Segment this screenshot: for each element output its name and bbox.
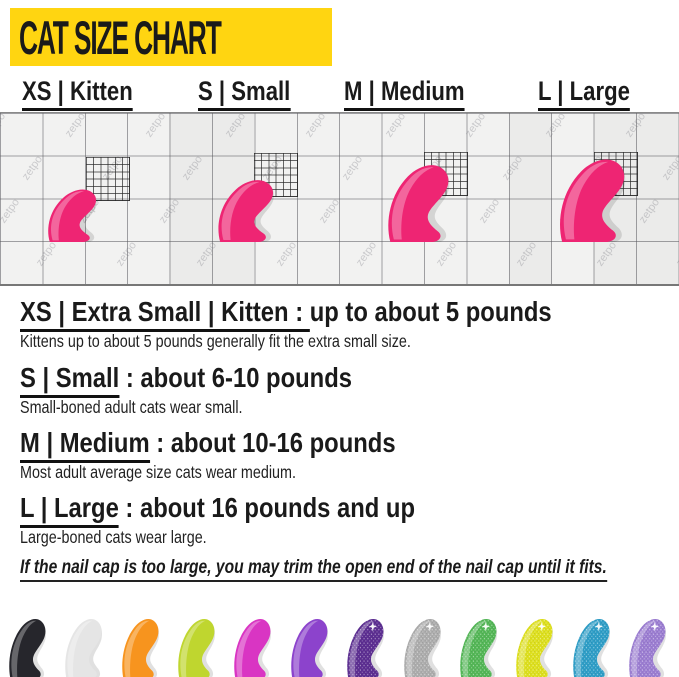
color-cap-blue-glitter: [572, 618, 610, 677]
page-title: CAT SIZE CHART: [18, 10, 222, 64]
watermark-text: zetpo: [353, 239, 380, 269]
color-options-row: [0, 611, 679, 677]
watermark-text: zetpo: [302, 110, 329, 140]
watermark-text: zetpo: [0, 196, 23, 226]
watermark-text: zetpo: [382, 110, 409, 140]
color-cap-green-glitter: [460, 618, 497, 677]
color-cap-lavender-glitter: [629, 618, 666, 677]
color-cap-lime-green: [178, 618, 216, 677]
trim-note: If the nail cap is too large, you may tr…: [20, 556, 607, 582]
size-comparison-grid: zetpo zetpo zetpo zetpo zetpo zetpo zetpo zetpo…: [0, 110, 679, 286]
watermark-text: zetpo: [62, 110, 89, 140]
measure-grid-xs: [86, 157, 130, 201]
watermark-text: zetpo: [0, 110, 9, 140]
pink-nail-cap-l: [560, 159, 626, 242]
color-cap-silver-glitter: [403, 618, 441, 677]
section-heading-xs: XS | Extra Small | Kitten : up to about …: [20, 296, 552, 332]
watermark-text: zetpo: [19, 153, 46, 183]
color-cap-purple: [291, 618, 328, 677]
watermark-text: zetpo: [339, 153, 366, 183]
pink-nail-cap-m: [388, 165, 450, 242]
watermark-text: zetpo: [462, 110, 489, 140]
pink-nail-cap-s: [218, 180, 274, 242]
watermark-text: zetpo: [433, 239, 460, 269]
grid-shading: [509, 113, 552, 284]
section-body-l: Large-boned cats wear large.: [20, 527, 207, 547]
section-heading-m: M | Medium : about 10-16 pounds: [20, 427, 396, 463]
color-cap-orange: [121, 618, 159, 677]
watermark-text: zetpo: [316, 196, 343, 226]
section-heading-s: S | Small : about 6-10 pounds: [20, 362, 352, 398]
color-cap-purple-glitter: [347, 618, 385, 677]
size-header-l: L | Large: [538, 78, 650, 111]
title-banner: CAT SIZE CHART: [10, 8, 332, 66]
size-header-xs: XS | Kitten: [22, 78, 157, 111]
size-header-m: M | Medium: [344, 78, 491, 111]
color-cap-yellow-glitter: [516, 618, 554, 677]
pink-nail-cap-xs: [48, 189, 97, 242]
color-cap-black: [9, 618, 46, 677]
size-header-s: S | Small: [198, 78, 311, 111]
watermark-text: zetpo: [33, 239, 60, 269]
watermark-text: zetpo: [476, 196, 503, 226]
color-cap-magenta: [234, 618, 272, 677]
watermark-text: zetpo: [113, 239, 140, 269]
watermark-text: zetpo: [142, 110, 169, 140]
watermark-text: zetpo: [273, 239, 300, 269]
section-body-s: Small-boned adult cats wear small.: [20, 397, 243, 417]
color-cap-white: [65, 618, 103, 677]
section-body-m: Most adult average size cats wear medium…: [20, 462, 296, 482]
section-heading-l: L | Large : about 16 pounds and up: [20, 492, 415, 528]
section-body-xs: Kittens up to about 5 pounds generally f…: [20, 331, 411, 351]
